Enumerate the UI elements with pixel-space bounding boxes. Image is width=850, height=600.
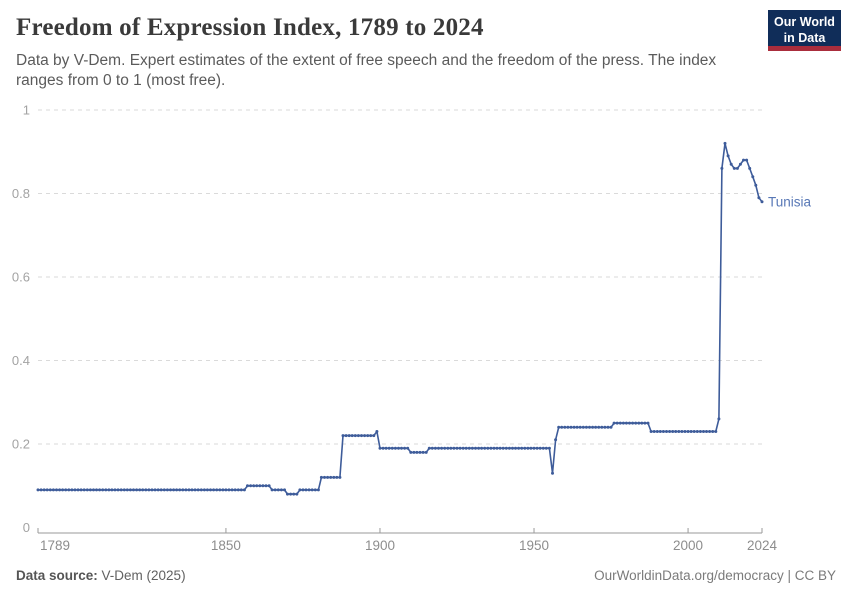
owid-logo-line2: in Data xyxy=(783,30,826,45)
series-label-tunisia[interactable]: Tunisia xyxy=(768,194,812,210)
x-axis: 1789 1850 1900 1950 2000 2024 xyxy=(37,528,778,553)
data-source-value: V-Dem (2025) xyxy=(97,568,186,583)
y-tick-label: 0.2 xyxy=(12,437,30,452)
x-tick-label: 2024 xyxy=(747,538,778,553)
x-tick-label: 1900 xyxy=(365,538,395,553)
credit-link[interactable]: OurWorldinData.org/democracy | CC BY xyxy=(594,568,836,583)
page-title: Freedom of Expression Index, 1789 to 202… xyxy=(16,14,484,41)
data-source-note: Data source: V-Dem (2025) xyxy=(16,568,186,583)
x-tick-label: 1789 xyxy=(40,538,70,553)
y-tick-label: 0.6 xyxy=(12,270,30,285)
chart-subtitle: Data by V-Dem. Expert estimates of the e… xyxy=(16,52,717,90)
data-source-label: Data source: xyxy=(16,568,98,583)
series-markers xyxy=(36,141,764,496)
x-tick-label: 2000 xyxy=(673,538,703,553)
y-tick-label: 0.8 xyxy=(12,186,30,201)
x-tick-label: 1850 xyxy=(211,538,241,553)
gridlines xyxy=(38,109,765,445)
x-tick-label: 1950 xyxy=(519,538,549,553)
series-line-tunisia[interactable] xyxy=(37,142,763,495)
y-tick-label: 1 xyxy=(23,103,30,118)
y-tick-label: 0.4 xyxy=(12,353,30,368)
owid-logo[interactable]: Our World in Data xyxy=(768,10,841,51)
y-axis-labels: 0 0.2 0.4 0.6 0.8 1 xyxy=(12,103,30,536)
y-tick-label: 0 xyxy=(23,520,30,535)
owid-logo-line1: Our World xyxy=(774,15,835,29)
